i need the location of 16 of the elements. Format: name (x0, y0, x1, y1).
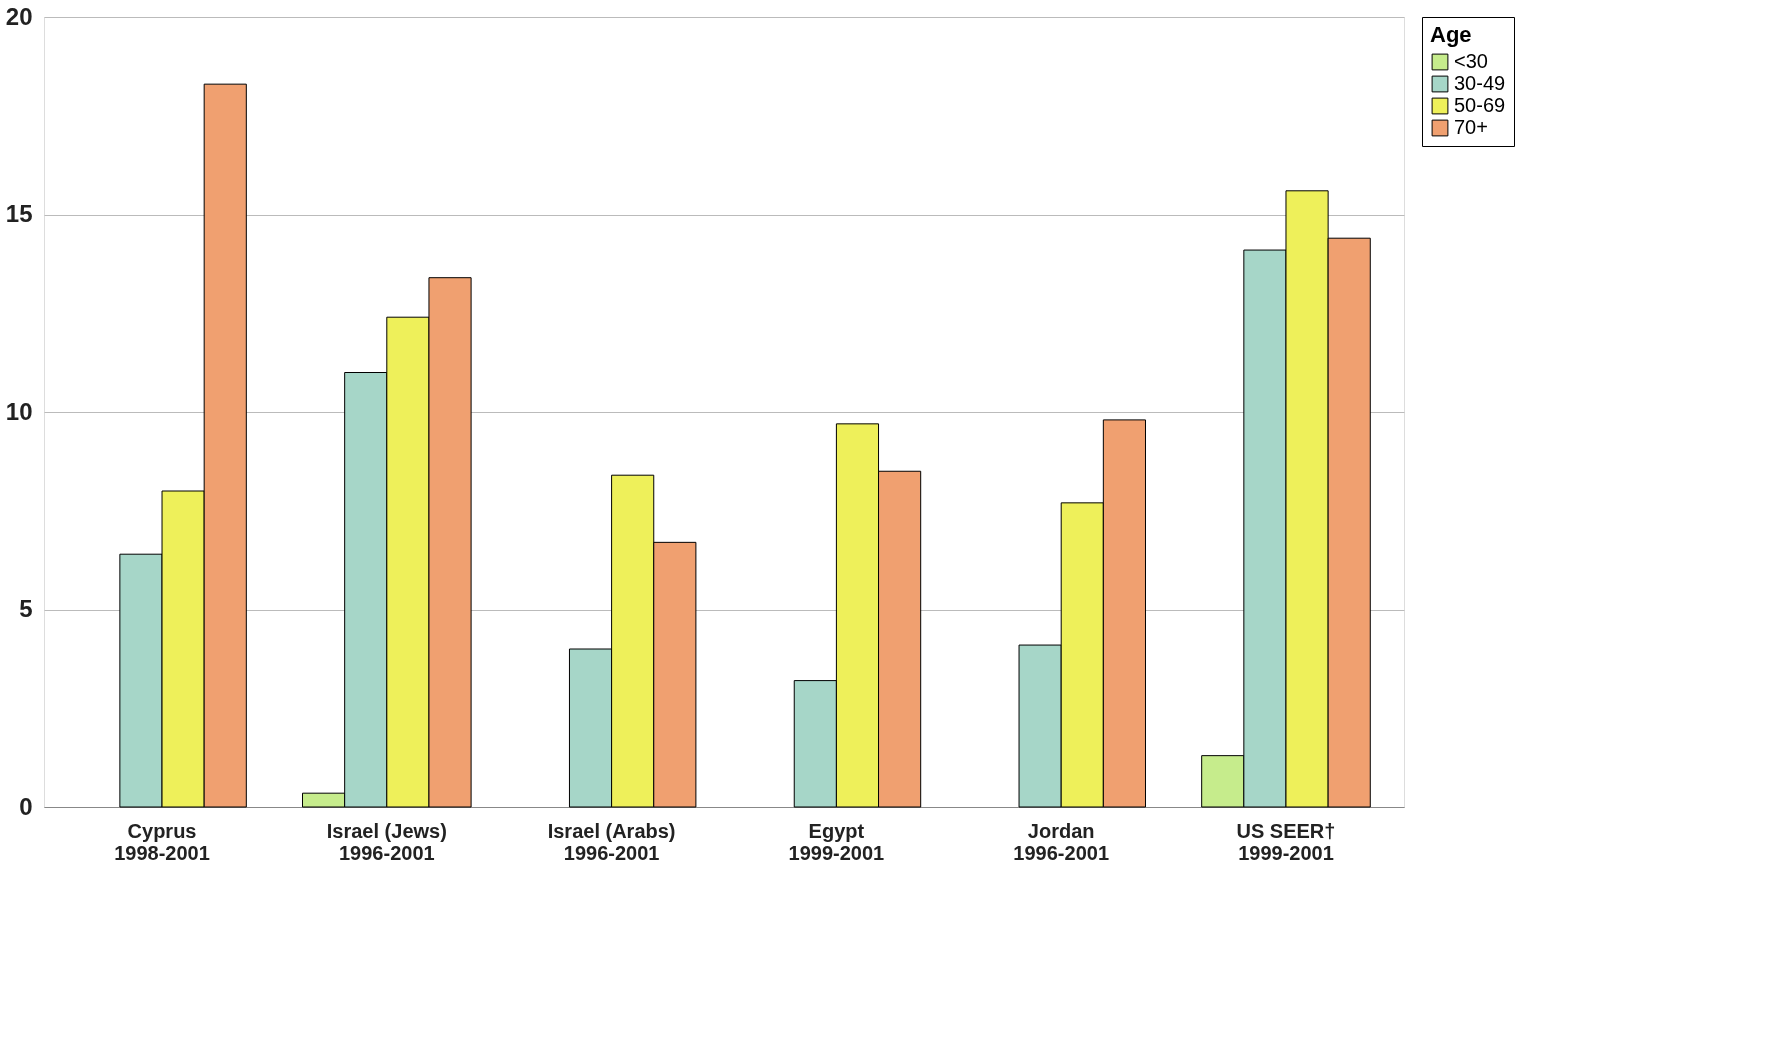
legend-label: 70+ (1454, 116, 1488, 138)
x-tick-label: Israel (Arabs) 1996-2001 (547, 819, 676, 864)
legend-label: 30-49 (1454, 72, 1506, 94)
y-tick-label: 15 (5, 200, 33, 227)
y-tick-label: 20 (5, 2, 33, 30)
x-tick-label: US SEER† 1999-2001 (1236, 819, 1336, 864)
y-tick-label: 0 (19, 792, 33, 820)
legend-title: Age (1430, 22, 1472, 47)
y-tick-label: 5 (19, 595, 33, 622)
x-tick-label: Cyprus 1998-2001 (114, 819, 210, 864)
y-tick-label: 10 (5, 397, 33, 425)
legend-label: 50-69 (1454, 94, 1506, 116)
legend-label: <30 (1454, 50, 1488, 72)
x-tick-label: Egypt 1999-2001 (788, 819, 885, 864)
x-tick-label: Jordan 1996-2001 (1013, 819, 1110, 864)
x-tick-label: Israel (Jews) 1996-2001 (326, 819, 447, 864)
